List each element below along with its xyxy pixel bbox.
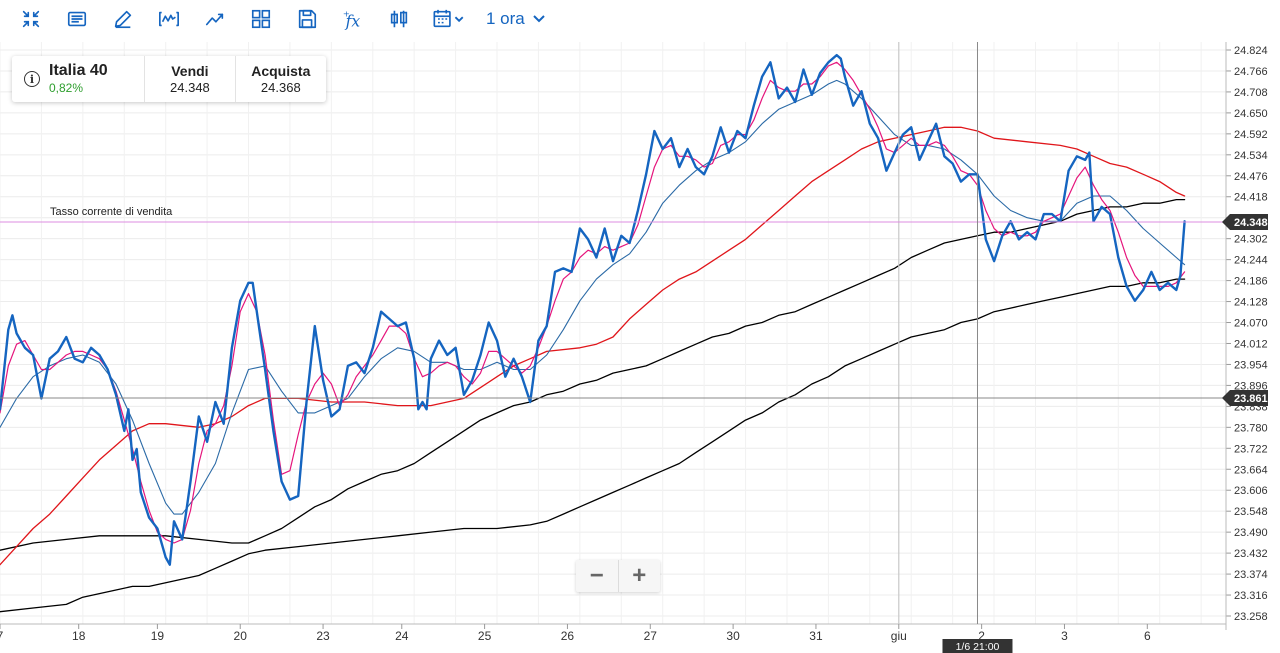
instrument-card: i Italia 40 0,82% Vendi 24.348 Acquista … [12, 56, 326, 102]
function-icon[interactable]: fx + [338, 6, 368, 32]
notes-icon[interactable] [62, 6, 92, 32]
y-tick-label: 24.824 [1234, 45, 1268, 57]
x-tick-label: 7 [0, 629, 4, 643]
y-tick-label: 23.374 [1234, 569, 1268, 581]
x-tick-label: 20 [234, 629, 248, 643]
info-icon[interactable]: i [24, 71, 40, 87]
crosshair-price-tag-box [1222, 390, 1268, 407]
y-tick-label: 23.954 [1234, 359, 1268, 371]
x-tick-label: 30 [726, 629, 740, 643]
sell-price-tag-box [1222, 214, 1268, 231]
x-tick-label: 18 [72, 629, 86, 643]
series-ma_fast [0, 61, 1186, 544]
y-tick-label: 24.708 [1234, 87, 1268, 99]
crosshair-price-tag-text: 23.861 [1234, 393, 1268, 405]
timeframe-label: 1 ora [486, 9, 525, 28]
instrument-name: Italia 40 [49, 62, 108, 79]
x-tick-label: 31 [809, 629, 823, 643]
instrument-change: 0,82% [49, 81, 84, 95]
crosshair-time-tag: 1/6 21:00 [942, 639, 1013, 653]
y-tick-label: 23.780 [1234, 422, 1268, 434]
y-tick-label: 24.012 [1234, 338, 1268, 350]
collapse-icon[interactable] [16, 6, 46, 32]
y-tick-label: 24.070 [1234, 318, 1268, 330]
series-ma_slow [0, 126, 1186, 566]
svg-text:+: + [343, 8, 350, 18]
y-tick-label: 24.650 [1234, 108, 1268, 120]
x-tick-label: 27 [644, 629, 658, 643]
y-tick-label: 24.186 [1234, 276, 1268, 288]
sell-label: Vendi [171, 63, 209, 79]
chart-grid [0, 42, 1226, 624]
x-tick-label: 24 [395, 629, 409, 643]
save-icon[interactable] [292, 6, 322, 32]
y-tick-label: 23.432 [1234, 548, 1268, 560]
indicator-icon[interactable] [154, 6, 184, 32]
chart-overlays: Tasso corrente di vendita 24.348 23.861 1/6… [0, 42, 1268, 653]
buy-label: Acquista [251, 63, 311, 79]
chevron-down-icon [533, 15, 545, 23]
series-price [0, 53, 1186, 566]
crosshair-price-tag: 23.861 [1222, 390, 1268, 407]
series-ma_long [0, 198, 1186, 551]
sell-price-tag-text: 24.348 [1234, 217, 1268, 229]
sell-rate-label: Tasso corrente di vendita [50, 206, 173, 218]
candlestick-icon[interactable] [384, 6, 414, 32]
toolbar: fx + 1 ora [0, 0, 1280, 40]
zoom-controls: − + [576, 560, 660, 592]
y-tick-label: 23.722 [1234, 443, 1268, 455]
y-tick-label: 24.534 [1234, 150, 1268, 162]
x-tick-label: 25 [478, 629, 492, 643]
svg-text:fx: fx [345, 12, 361, 30]
trend-icon[interactable] [200, 6, 230, 32]
series-ma_verylong [0, 278, 1186, 613]
x-tick-label: 19 [151, 629, 165, 643]
zoom-out-button[interactable]: − [589, 562, 604, 589]
y-tick-label: 24.302 [1234, 234, 1268, 246]
timeframe-select[interactable]: 1 ora [486, 6, 545, 32]
buy-price: 24.368 [260, 80, 301, 95]
pencil-icon[interactable] [108, 6, 138, 32]
calendar-icon[interactable] [428, 6, 470, 32]
x-tick-label: 3 [1061, 629, 1068, 643]
x-tick-label: 26 [561, 629, 575, 643]
y-tick-label: 24.592 [1234, 129, 1268, 141]
sell-price-tag: 24.348 [1222, 214, 1268, 231]
y-tick-label: 23.258 [1234, 611, 1268, 623]
x-tick-label: 6 [1144, 629, 1151, 643]
chart-axes: 24.824 24.766 24.708 24.650 24.592 24.534 24.4… [0, 42, 1268, 643]
y-tick-label: 24.766 [1234, 66, 1268, 78]
y-tick-label: 23.490 [1234, 527, 1268, 539]
buy-button[interactable]: Acquista 24.368 [234, 56, 326, 102]
series-ma_medium [0, 79, 1186, 515]
zoom-in-button[interactable]: + [617, 560, 661, 592]
crosshair-time-text: 1/6 21:00 [956, 641, 1000, 653]
x-tick-label: 23 [316, 629, 330, 643]
sell-price: 24.348 [170, 80, 210, 95]
instrument-summary: i Italia 40 0,82% [12, 56, 144, 102]
y-tick-label: 24.418 [1234, 192, 1268, 204]
y-tick-label: 23.316 [1234, 590, 1268, 602]
chart-series [0, 53, 1186, 613]
y-tick-label: 23.896 [1234, 380, 1268, 392]
y-tick-label: 24.128 [1234, 297, 1268, 309]
y-tick-label: 23.606 [1234, 485, 1268, 497]
y-tick-label: 23.548 [1234, 506, 1268, 518]
y-tick-label: 23.664 [1234, 464, 1268, 476]
x-tick-label: 2 [978, 629, 985, 643]
y-tick-label: 24.476 [1234, 171, 1268, 183]
sell-button[interactable]: Vendi 24.348 [144, 56, 234, 102]
crosshair-time-box [942, 639, 1013, 653]
y-tick-label: 24.244 [1234, 255, 1268, 267]
x-tick-label: giu [891, 629, 907, 643]
layout-grid-icon[interactable] [246, 6, 276, 32]
